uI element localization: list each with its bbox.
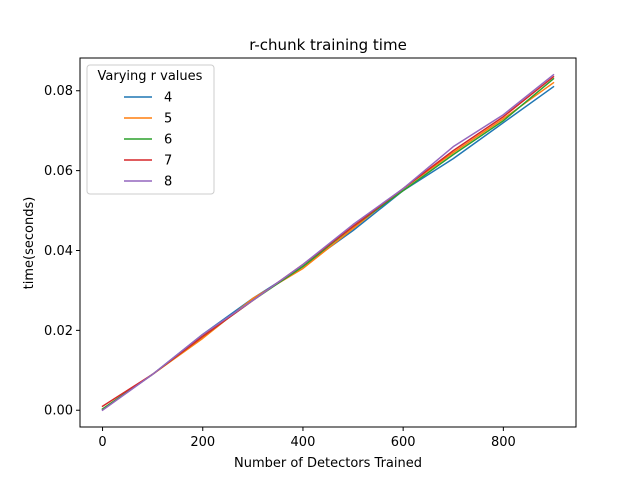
y-axis: 0.00 0.02 0.04 0.06 0.08 — [44, 84, 80, 419]
y-tick-label: 0.06 — [44, 164, 73, 179]
x-tick-label: 0 — [98, 435, 106, 450]
y-tick-label: 0.00 — [44, 404, 73, 419]
x-tick-label: 600 — [391, 435, 416, 450]
legend-label-5: 5 — [164, 112, 172, 127]
axes-frame — [79, 57, 577, 428]
chart-title: r-chunk training time — [249, 36, 407, 54]
legend-label-7: 7 — [164, 154, 172, 169]
x-tick-label: 200 — [190, 435, 215, 450]
y-tick-label: 0.08 — [44, 84, 73, 99]
legend-label-4: 4 — [164, 91, 172, 106]
y-tick-label: 0.02 — [44, 324, 73, 339]
legend-label-6: 6 — [164, 133, 172, 148]
x-tick-label: 400 — [291, 435, 316, 450]
x-axis-label: Number of Detectors Trained — [234, 456, 422, 471]
y-tick-label: 0.04 — [44, 244, 73, 259]
x-axis: 0 200 400 600 800 — [98, 427, 516, 450]
series-line-5 — [101, 81, 555, 411]
legend-label-8: 8 — [164, 175, 172, 190]
x-tick-label: 800 — [491, 435, 516, 450]
y-axis-label: time(seconds) — [22, 197, 37, 290]
legend-box — [86, 64, 215, 195]
series-line-7 — [101, 75, 555, 408]
plot-area — [101, 73, 555, 412]
legend: Varying r values 4 5 6 7 8 — [86, 64, 215, 195]
legend-title: Varying r values — [98, 69, 203, 84]
series-line-8 — [101, 73, 555, 412]
